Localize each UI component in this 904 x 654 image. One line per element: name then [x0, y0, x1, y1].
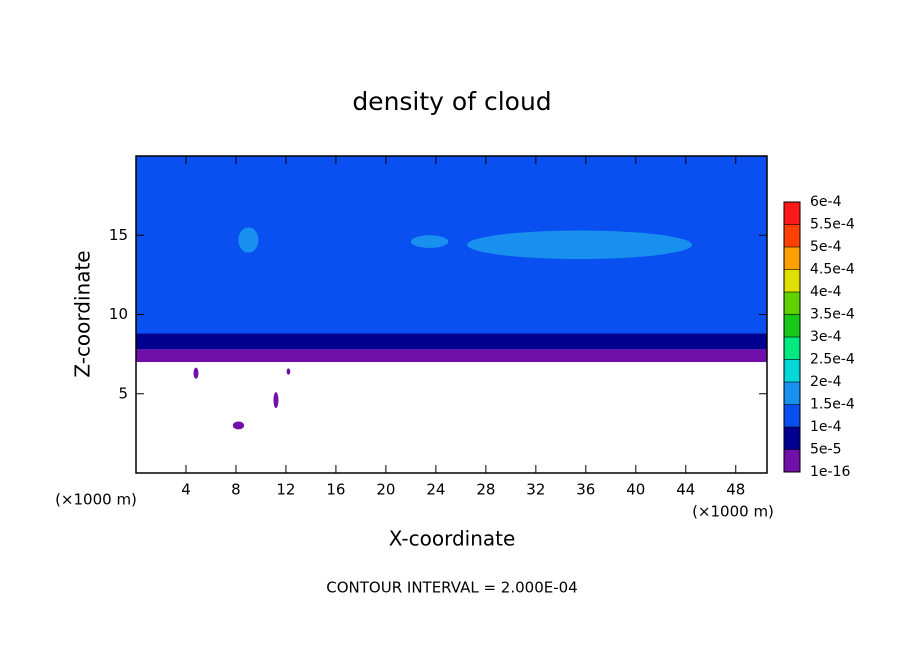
x-tick-label: 28	[476, 481, 495, 499]
x-tick-label: 36	[576, 481, 595, 499]
colorbar-swatch	[784, 292, 800, 315]
colorbar-label: 3e-4	[810, 329, 842, 345]
colorbar-swatch	[784, 404, 800, 427]
x-tick-label: 40	[626, 481, 645, 499]
x-tick-label: 32	[526, 481, 545, 499]
colorbar-swatch	[784, 382, 800, 405]
colorbar-swatch	[784, 202, 800, 225]
colorbar-label: 4e-4	[810, 284, 842, 300]
x-axis-label: X-coordinate	[389, 527, 516, 551]
colorbar-label: 2e-4	[810, 374, 842, 390]
colorbar-label: 1.5e-4	[810, 397, 855, 413]
colorbar-swatch	[784, 224, 800, 247]
x-tick-label: 24	[426, 481, 445, 499]
colorbar-swatch	[784, 269, 800, 292]
field	[136, 156, 767, 430]
colorbar-label: 1e-4	[810, 419, 842, 435]
colorbar-frame	[783, 201, 801, 473]
colorbar-swatch	[784, 247, 800, 270]
layer	[136, 349, 767, 363]
y-tick-label: 5	[118, 384, 128, 402]
y-axis-label: Z-coordinate	[71, 250, 95, 377]
blob	[193, 367, 199, 379]
x-tick-label: 8	[231, 481, 241, 499]
colorbar-label: 4.5e-4	[810, 262, 855, 278]
chart-title: density of cloud	[352, 87, 551, 116]
colorbar-label: 5.5e-4	[810, 217, 855, 233]
colorbar-swatch	[784, 314, 800, 337]
colorbar-label: 2.5e-4	[810, 352, 855, 368]
x-tick-label: 16	[326, 481, 345, 499]
y-unit: (×1000 m)	[55, 491, 137, 509]
x-tick-label: 4	[181, 481, 191, 499]
colorbar-swatch	[784, 359, 800, 382]
x-unit: (×1000 m)	[692, 503, 774, 521]
x-tick-label: 44	[676, 481, 695, 499]
colorbar-swatch	[784, 449, 800, 472]
blob	[232, 421, 245, 430]
blob	[238, 227, 259, 253]
x-tick-label: 20	[376, 481, 395, 499]
blob	[286, 368, 291, 375]
layer	[136, 333, 767, 350]
annotation: CONTOUR INTERVAL = 2.000E-04	[326, 579, 577, 597]
x-tick-label: 12	[276, 481, 295, 499]
x-tick-label: 48	[726, 481, 745, 499]
colorbar-swatch	[784, 427, 800, 450]
blob	[273, 392, 279, 409]
blob	[410, 235, 449, 248]
colorbar-label: 3.5e-4	[810, 307, 855, 323]
y-tick-label: 10	[109, 305, 128, 323]
colorbar-label: 6e-4	[810, 194, 842, 210]
colorbar-swatch	[784, 337, 800, 360]
colorbar-label: 5e-4	[810, 239, 842, 255]
blob	[467, 230, 693, 260]
colorbar-label: 5e-5	[810, 442, 841, 458]
colorbar-label: 1e-16	[810, 464, 850, 480]
y-tick-label: 15	[109, 226, 128, 244]
